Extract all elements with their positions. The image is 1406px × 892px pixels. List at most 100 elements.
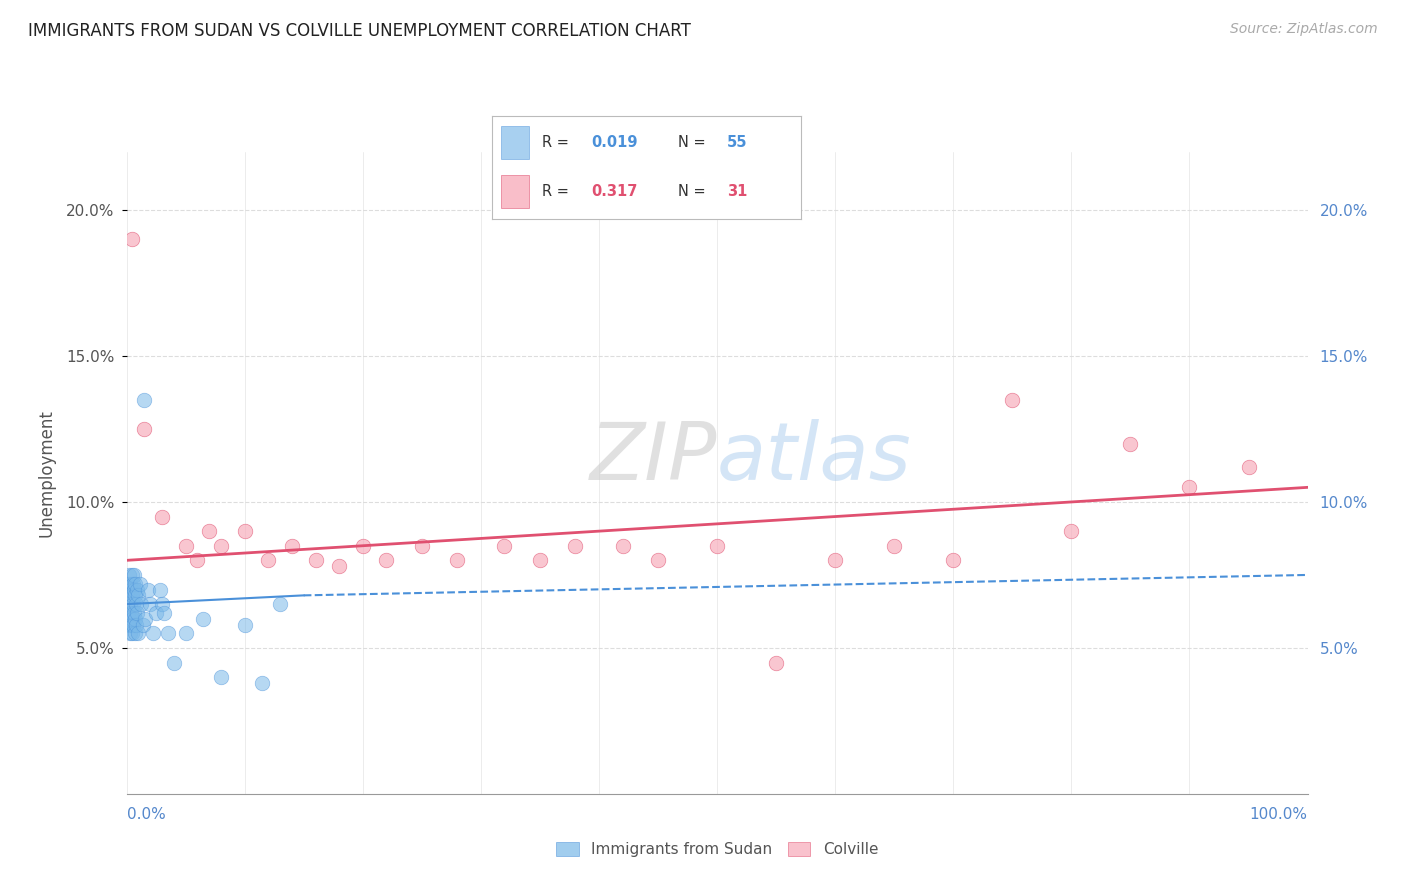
Text: 0.0%: 0.0%	[127, 807, 166, 822]
Point	[233, 524, 256, 538]
Point	[257, 553, 280, 567]
Point	[156, 626, 179, 640]
Point	[120, 606, 142, 620]
Point	[118, 612, 141, 626]
Point	[1119, 436, 1142, 450]
Y-axis label: Unemployment: Unemployment	[37, 409, 55, 537]
Point	[118, 576, 141, 591]
Point	[1237, 459, 1260, 474]
Point	[121, 576, 143, 591]
Point	[198, 524, 221, 538]
Text: N =: N =	[678, 135, 710, 150]
Point	[118, 568, 141, 582]
Point	[446, 553, 468, 567]
Point	[127, 606, 149, 620]
Point	[706, 539, 728, 553]
Point	[163, 656, 186, 670]
Point	[209, 539, 232, 553]
Point	[125, 617, 148, 632]
Point	[121, 626, 143, 640]
Point	[150, 597, 173, 611]
Point	[121, 588, 143, 602]
Point	[328, 559, 350, 574]
Point	[124, 626, 146, 640]
Text: atlas: atlas	[717, 419, 912, 497]
Point	[281, 539, 304, 553]
Point	[174, 626, 197, 640]
Point	[647, 553, 669, 567]
Point	[765, 656, 787, 670]
Point	[125, 597, 148, 611]
Point	[529, 553, 551, 567]
Point	[304, 553, 326, 567]
Bar	[502, 126, 529, 159]
Point	[125, 582, 148, 597]
Point	[124, 576, 146, 591]
Point	[121, 232, 143, 246]
Point	[115, 588, 138, 602]
Point	[150, 509, 173, 524]
Point	[153, 606, 176, 620]
Point	[352, 539, 374, 553]
Point	[122, 568, 145, 582]
Point	[269, 597, 291, 611]
Text: N =: N =	[678, 185, 710, 200]
Text: IMMIGRANTS FROM SUDAN VS COLVILLE UNEMPLOYMENT CORRELATION CHART: IMMIGRANTS FROM SUDAN VS COLVILLE UNEMPL…	[28, 22, 690, 40]
Point	[145, 606, 167, 620]
Point	[1178, 480, 1201, 494]
Point	[134, 612, 156, 626]
Point	[252, 676, 274, 690]
Point	[127, 626, 149, 640]
Text: R =: R =	[541, 135, 574, 150]
Point	[117, 582, 139, 597]
Point	[824, 553, 846, 567]
Point	[120, 626, 142, 640]
Point	[117, 576, 139, 591]
Point	[120, 582, 142, 597]
Point	[149, 582, 172, 597]
Point	[122, 597, 145, 611]
Point	[120, 597, 142, 611]
Point	[132, 617, 155, 632]
Point	[127, 588, 149, 602]
Point	[186, 553, 208, 567]
Text: 31: 31	[727, 185, 748, 200]
Point	[136, 582, 159, 597]
Point	[118, 617, 141, 632]
Point	[124, 612, 146, 626]
Point	[124, 588, 146, 602]
Point	[411, 539, 433, 553]
Point	[494, 539, 516, 553]
Bar	[502, 176, 529, 208]
Point	[139, 597, 162, 611]
Point	[942, 553, 965, 567]
Point	[174, 539, 197, 553]
Point	[120, 617, 142, 632]
Point	[122, 617, 145, 632]
Point	[375, 553, 398, 567]
Point	[128, 576, 150, 591]
Text: 0.019: 0.019	[591, 135, 637, 150]
Point	[117, 606, 139, 620]
Point	[134, 392, 156, 407]
Text: 55: 55	[727, 135, 748, 150]
Text: 100.0%: 100.0%	[1250, 807, 1308, 822]
Point	[134, 422, 156, 436]
Text: Source: ZipAtlas.com: Source: ZipAtlas.com	[1230, 22, 1378, 37]
Point	[121, 568, 143, 582]
Point	[118, 588, 141, 602]
Text: R =: R =	[541, 185, 574, 200]
Point	[117, 597, 139, 611]
Point	[1001, 392, 1024, 407]
Point	[233, 617, 256, 632]
Point	[209, 670, 232, 684]
Point	[122, 582, 145, 597]
Legend: Immigrants from Sudan, Colville: Immigrants from Sudan, Colville	[550, 836, 884, 863]
Point	[883, 539, 905, 553]
Point	[129, 597, 152, 611]
Point	[122, 606, 145, 620]
Point	[564, 539, 586, 553]
Point	[1060, 524, 1083, 538]
Point	[121, 612, 143, 626]
Text: ZIP: ZIP	[589, 419, 717, 497]
